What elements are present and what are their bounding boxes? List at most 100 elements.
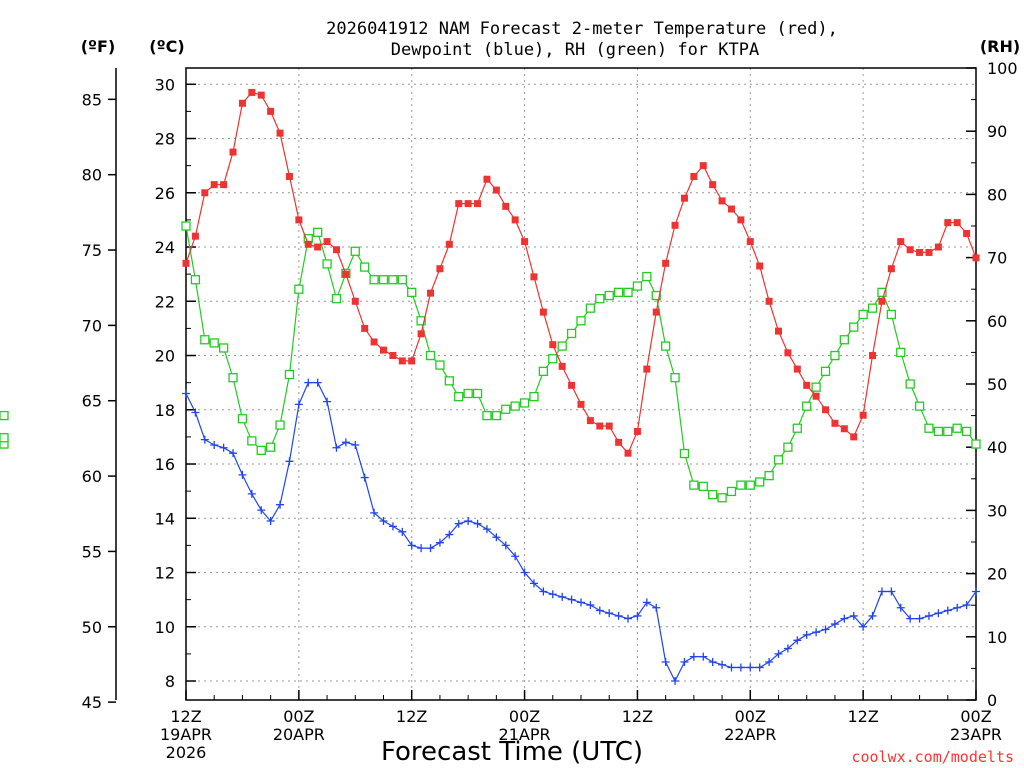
temperature-point xyxy=(539,308,547,316)
temperature-point xyxy=(295,216,303,224)
temperature-point xyxy=(916,248,924,256)
rh-point xyxy=(331,294,342,304)
rh-point xyxy=(322,259,332,269)
temperature-point xyxy=(690,172,698,180)
rh-tick-label: 90 xyxy=(987,122,1007,141)
time-tick-label: 12Z xyxy=(622,707,653,726)
rh-point xyxy=(360,262,370,272)
celsius-tick-label: 10 xyxy=(155,618,175,637)
temperature-point xyxy=(803,381,811,389)
rh-point xyxy=(275,420,285,430)
temperature-point xyxy=(944,219,952,227)
dewpoint-point xyxy=(727,663,736,672)
temperature-point xyxy=(840,425,848,433)
fahrenheit-tick-label: 85 xyxy=(82,90,102,109)
time-tick-label: 12Z xyxy=(396,707,427,726)
rh-point xyxy=(849,322,859,332)
temperature-point xyxy=(784,349,792,357)
temperature-point xyxy=(652,308,660,316)
dewpoint-point xyxy=(924,611,933,620)
rh-point xyxy=(519,398,530,408)
dewpoint-point xyxy=(577,598,585,607)
temperature-point xyxy=(342,270,350,278)
time-tick-label: 19APR xyxy=(160,725,212,744)
celsius-tick-label: 26 xyxy=(155,184,175,203)
fahrenheit-unit-label: (ºF) xyxy=(81,37,116,56)
dewpoint-point xyxy=(586,601,595,610)
dewpoint-point xyxy=(247,489,256,498)
temperature-point xyxy=(511,216,519,224)
rh-point xyxy=(642,271,652,282)
rh-point xyxy=(604,290,614,301)
dewpoint-point xyxy=(802,630,811,639)
temperature-point xyxy=(445,240,453,248)
rh-point xyxy=(200,335,210,345)
temperature-point xyxy=(380,346,387,354)
time-tick-label: 00Z xyxy=(509,707,540,726)
temperature-point xyxy=(624,449,632,457)
dewpoint-point xyxy=(774,649,783,658)
rh-point xyxy=(924,423,934,433)
celsius-tick-label: 24 xyxy=(155,238,175,257)
temperature-point xyxy=(775,327,782,335)
fahrenheit-tick-label: 65 xyxy=(82,392,102,411)
dewpoint-point xyxy=(642,598,651,607)
rh-point xyxy=(228,373,238,383)
dewpoint-point xyxy=(972,587,980,596)
temperature-point xyxy=(436,265,444,273)
dewpoint-point xyxy=(398,527,407,536)
rh-point xyxy=(660,341,671,351)
rh-point xyxy=(256,445,266,456)
rh-point xyxy=(971,439,981,449)
rh-point xyxy=(802,401,812,411)
rh-point xyxy=(218,343,229,353)
rh-point xyxy=(247,436,257,446)
dewpoint-point xyxy=(454,519,463,528)
rh-point xyxy=(407,287,417,298)
rh-point xyxy=(369,275,379,285)
rh-point xyxy=(444,376,454,386)
rh-point xyxy=(689,480,699,490)
temperature-point xyxy=(427,289,435,297)
rh-point xyxy=(284,369,295,380)
chart-title-line-1: 2026041912 NAM Forecast 2-meter Temperat… xyxy=(326,19,838,39)
temperature-point xyxy=(596,422,604,430)
dewpoint-point xyxy=(943,606,952,615)
temperature-point xyxy=(906,246,914,254)
rh-point xyxy=(811,382,821,392)
dewpoint-point xyxy=(341,438,350,447)
rh-point xyxy=(933,426,944,437)
dewpoint-point xyxy=(652,603,661,612)
rh-point xyxy=(0,433,9,443)
celsius-tick-label: 12 xyxy=(155,564,175,583)
dewpoint-point xyxy=(276,500,285,509)
dewpoint-point xyxy=(896,603,905,612)
temperature-point xyxy=(662,259,670,267)
rh-point xyxy=(209,338,219,348)
time-tick-label: 22APR xyxy=(724,725,776,744)
dewpoint-point xyxy=(595,606,604,615)
temperature-point xyxy=(822,406,830,414)
rh-point xyxy=(265,442,276,452)
rh-point xyxy=(858,309,868,320)
dewpoint-point xyxy=(379,516,388,525)
rh-point xyxy=(350,246,360,256)
fahrenheit-tick-label: 80 xyxy=(82,166,102,185)
dewpoint-point xyxy=(915,614,924,623)
dewpoint-point xyxy=(558,592,567,601)
rh-point xyxy=(670,373,680,383)
temperature-point xyxy=(276,129,284,137)
rh-point xyxy=(482,410,492,421)
celsius-unit-label: (ºC) xyxy=(149,37,184,56)
rh-point xyxy=(463,388,473,399)
dewpoint-point xyxy=(605,609,614,618)
temperature-point xyxy=(351,297,359,305)
temperature-point xyxy=(953,219,961,227)
rh-point xyxy=(510,401,520,411)
rh-point xyxy=(773,455,784,465)
dewpoint-series xyxy=(182,378,980,686)
dewpoint-point xyxy=(661,658,670,667)
dewpoint-point xyxy=(473,519,482,528)
temperature-point xyxy=(408,357,416,365)
temperature-point xyxy=(417,330,425,338)
